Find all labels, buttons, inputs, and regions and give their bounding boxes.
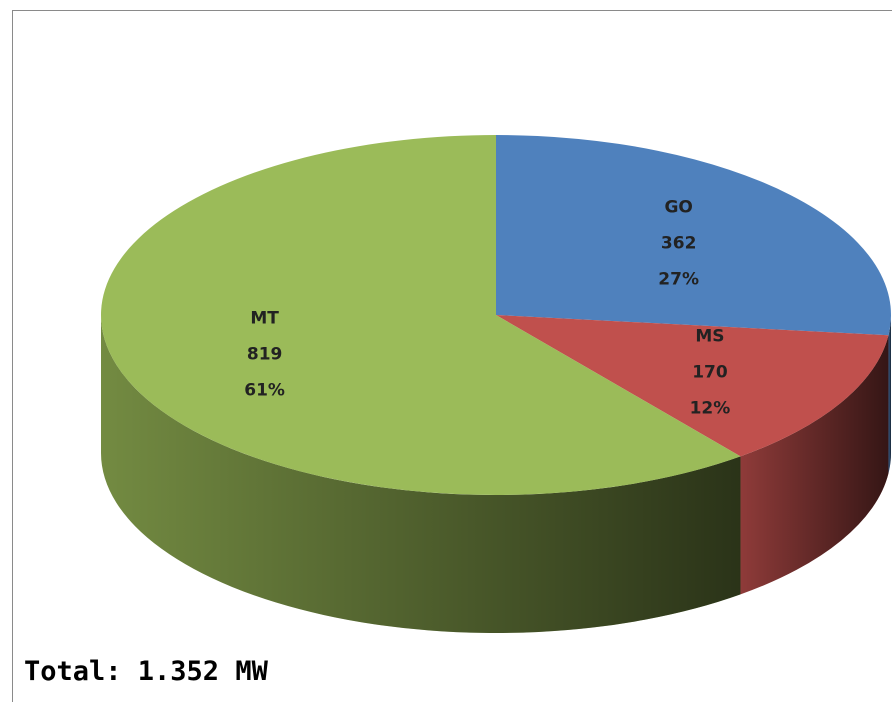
- slice-label-ms-name: MS: [695, 326, 724, 346]
- chart-frame: [12, 10, 892, 702]
- pie-slice-ms: [496, 315, 889, 457]
- slice-label-go-value: 362: [661, 234, 697, 254]
- slice-label-ms-percent: 12%: [690, 398, 731, 418]
- slice-label-mt-value: 819: [247, 345, 283, 365]
- total-label: Total: 1.352 MW: [24, 656, 268, 687]
- slice-label-go-name: GO: [664, 198, 692, 218]
- pie-side-shade-mt: [101, 315, 741, 634]
- pie-side-shade-go: [888, 315, 891, 474]
- pie-slice-go: [496, 135, 892, 336]
- slice-label-mt-name: MT: [250, 309, 279, 329]
- slice-label-go-percent: 27%: [658, 270, 699, 290]
- slice-label-ms-value: 170: [692, 362, 728, 382]
- pie-side-shade-ms: [740, 335, 889, 595]
- slice-label-mt-percent: 61%: [244, 381, 285, 401]
- pie-slice-mt: [101, 135, 741, 495]
